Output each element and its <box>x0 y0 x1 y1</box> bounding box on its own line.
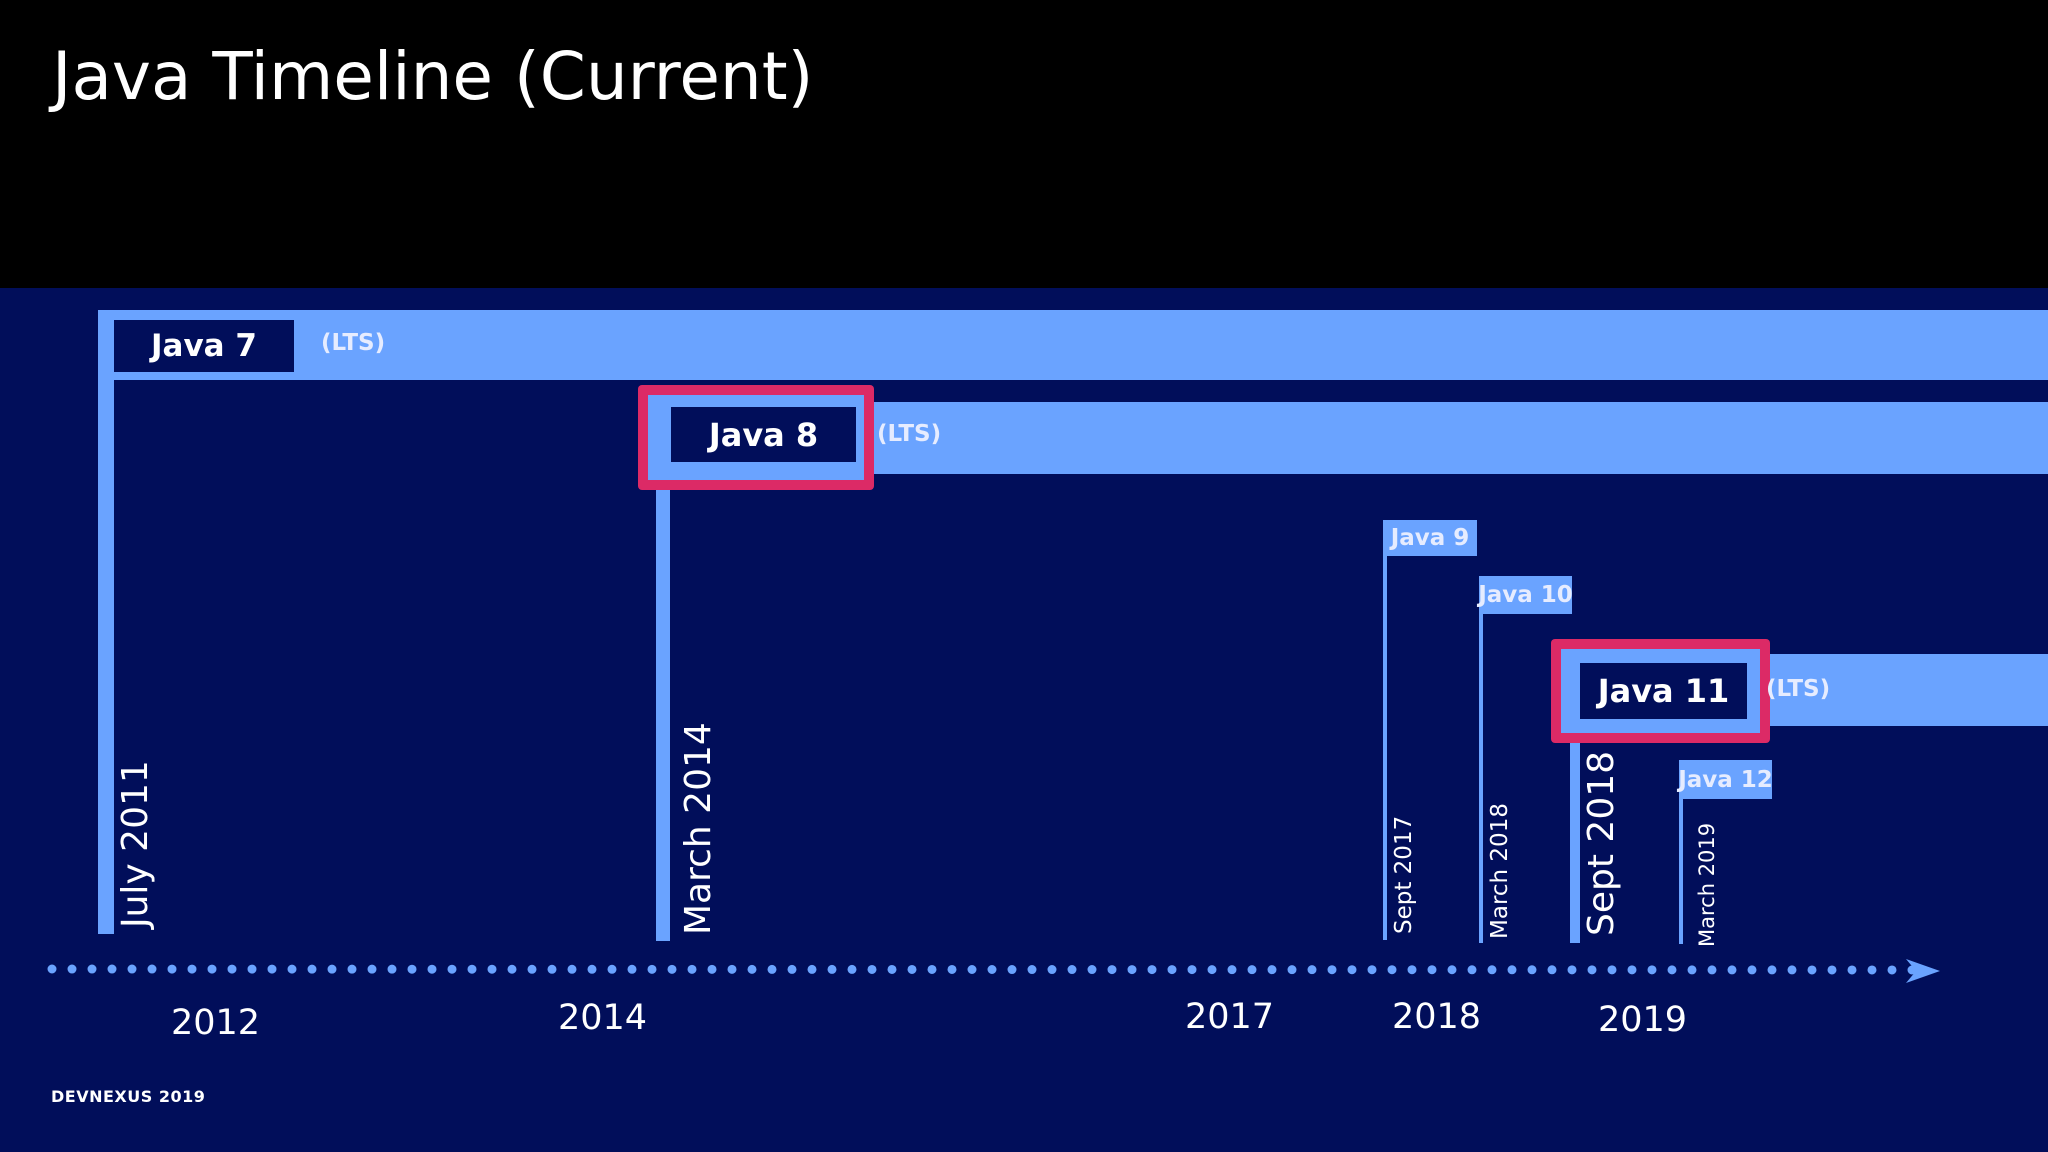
java7-release-line <box>98 310 114 934</box>
time-axis-dots <box>47 964 1917 975</box>
year-label-2017: 2017 <box>1185 997 1275 1037</box>
java11-version-label: Java 11 <box>1580 663 1747 719</box>
java9-release-line <box>1383 520 1387 940</box>
java8-lts-label: (LTS) <box>877 421 942 447</box>
java7-version-label: Java 7 <box>114 320 294 372</box>
java7-lts-label: (LTS) <box>321 330 386 356</box>
slide-title: Java Timeline (Current) <box>52 38 814 115</box>
time-axis-arrowhead-icon <box>1906 959 1940 983</box>
java11-lts-label: (LTS) <box>1766 676 1831 702</box>
java12-version-flag: Java 12 <box>1678 760 1773 799</box>
year-label-2018: 2018 <box>1392 997 1482 1037</box>
java10-version-flag: Java 10 <box>1478 576 1573 614</box>
java8-support-bar <box>658 402 2048 474</box>
java10-release-line <box>1479 576 1483 943</box>
year-label-2012: 2012 <box>171 1003 261 1043</box>
java11-support-bar <box>1763 654 2048 726</box>
time-axis <box>47 959 1940 983</box>
java7-support-bar <box>98 310 2048 380</box>
java12-release-line <box>1679 760 1683 944</box>
title-area: Java Timeline (Current) <box>0 0 2048 288</box>
java8-version-label: Java 8 <box>671 407 856 462</box>
year-label-2014: 2014 <box>558 998 648 1038</box>
timeline-diagram: Java 7 (LTS) July 2011 Java 8 (LTS) Marc… <box>0 288 2048 1152</box>
java8-release-line <box>656 438 670 941</box>
year-label-2019: 2019 <box>1598 1000 1688 1040</box>
java9-version-flag: Java 9 <box>1383 520 1477 556</box>
java11-release-line <box>1570 708 1580 943</box>
footer-label: DEVNEXUS 2019 <box>51 1087 206 1106</box>
